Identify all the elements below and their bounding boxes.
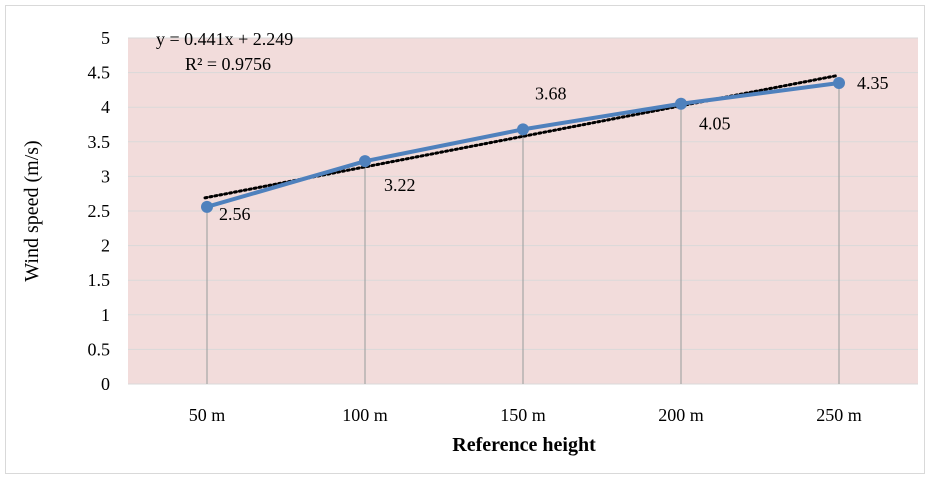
trendline-equation: y = 0.441x + 2.249: [156, 29, 293, 49]
series-group: [201, 76, 845, 213]
data-point: [517, 123, 529, 136]
y-tick-label: 5: [101, 28, 110, 48]
y-tick-label: 4: [101, 97, 110, 117]
data-point: [359, 155, 371, 168]
data-point: [833, 76, 845, 89]
data-labels: 2.56 3.22 3.68 4.05 4.35: [219, 73, 889, 224]
x-tick-label: 250 m: [816, 405, 862, 425]
axis-ticks: 0 0.5 1 1.5 2 2.5 3 3.5 4 4.5 5 50 m 100 m 150 m 200 m…: [88, 28, 862, 425]
wind-speed-chart: 2.56 3.22 3.68 4.05 4.35 0 0.5 1 1.5 2 2.5 3 3.5 4 4.…: [21, 28, 918, 456]
y-tick-label: 0.5: [88, 339, 111, 359]
x-tick-label: 200 m: [658, 405, 704, 425]
y-tick-label: 3: [101, 166, 110, 186]
x-tick-label: 50 m: [189, 405, 226, 425]
y-tick-label: 3.5: [88, 132, 111, 152]
data-point: [675, 97, 687, 110]
y-tick-label: 4.5: [88, 63, 111, 83]
data-label: 3.22: [384, 175, 416, 195]
x-tick-label: 150 m: [500, 405, 546, 425]
y-axis-title: Wind speed (m/s): [21, 140, 43, 281]
data-point: [201, 200, 213, 213]
data-label: 3.68: [535, 83, 567, 103]
y-tick-label: 1: [101, 305, 110, 325]
y-tick-label: 2.5: [88, 201, 111, 221]
data-label: 4.35: [857, 73, 889, 93]
y-tick-label: 0: [101, 374, 110, 394]
x-axis-title: Reference height: [452, 434, 596, 456]
y-tick-label: 1.5: [88, 270, 111, 290]
trendline-r-squared: R² = 0.9756: [185, 54, 271, 74]
x-tick-label: 100 m: [342, 405, 388, 425]
drop-lines: [206, 82, 840, 384]
y-tick-label: 2: [101, 236, 110, 256]
chart-frame: 2.56 3.22 3.68 4.05 4.35 0 0.5 1 1.5 2 2.5 3 3.5 4 4.…: [5, 5, 925, 474]
data-label: 4.05: [699, 114, 731, 134]
data-label: 2.56: [219, 204, 251, 224]
